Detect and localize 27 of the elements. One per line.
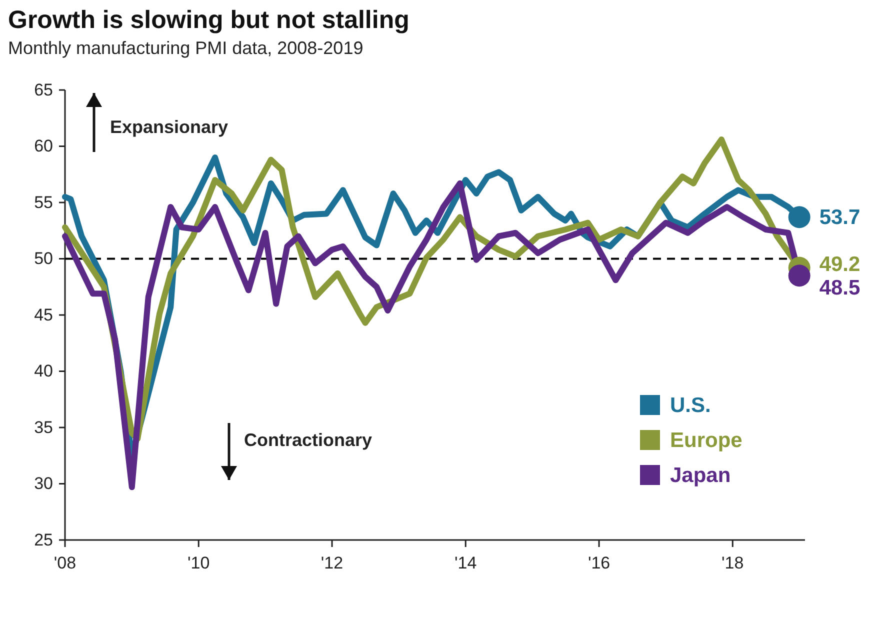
annotation: Expansionary (110, 117, 228, 137)
x-tick-label: '10 (188, 554, 210, 573)
y-tick-label: 60 (34, 136, 53, 156)
x-tick-label: '14 (454, 554, 477, 573)
x-tick-label: '18 (722, 554, 744, 573)
point (788, 264, 810, 287)
x-tick-label: '16 (588, 554, 610, 573)
y-tick-label: 45 (34, 305, 53, 324)
legend-label: Japan (670, 464, 731, 487)
chart-subtitle: Monthly manufacturing PMI data, 2008-2019 (8, 38, 364, 58)
data-label: 53.7 (819, 206, 860, 230)
y-tick-label: 55 (34, 192, 53, 212)
legend-label: U.S. (670, 394, 711, 417)
y-tick-label: 65 (34, 80, 53, 100)
chart-title: Growth is slowing but not stalling (8, 6, 410, 34)
legend-label: Europe (670, 429, 742, 452)
annotation: Contractionary (244, 430, 372, 450)
y-tick-label: 30 (34, 474, 53, 494)
point (788, 206, 810, 228)
y-tick-label: 50 (34, 249, 53, 268)
x-tick-label: '08 (54, 554, 76, 573)
y-tick-label: 25 (34, 530, 53, 550)
x-tick-label: '12 (320, 554, 344, 573)
y-tick-label: 40 (34, 362, 53, 381)
data-label: 49.2 (819, 252, 860, 276)
y-tick-label: 35 (34, 418, 53, 437)
data-label: 48.5 (819, 276, 861, 300)
